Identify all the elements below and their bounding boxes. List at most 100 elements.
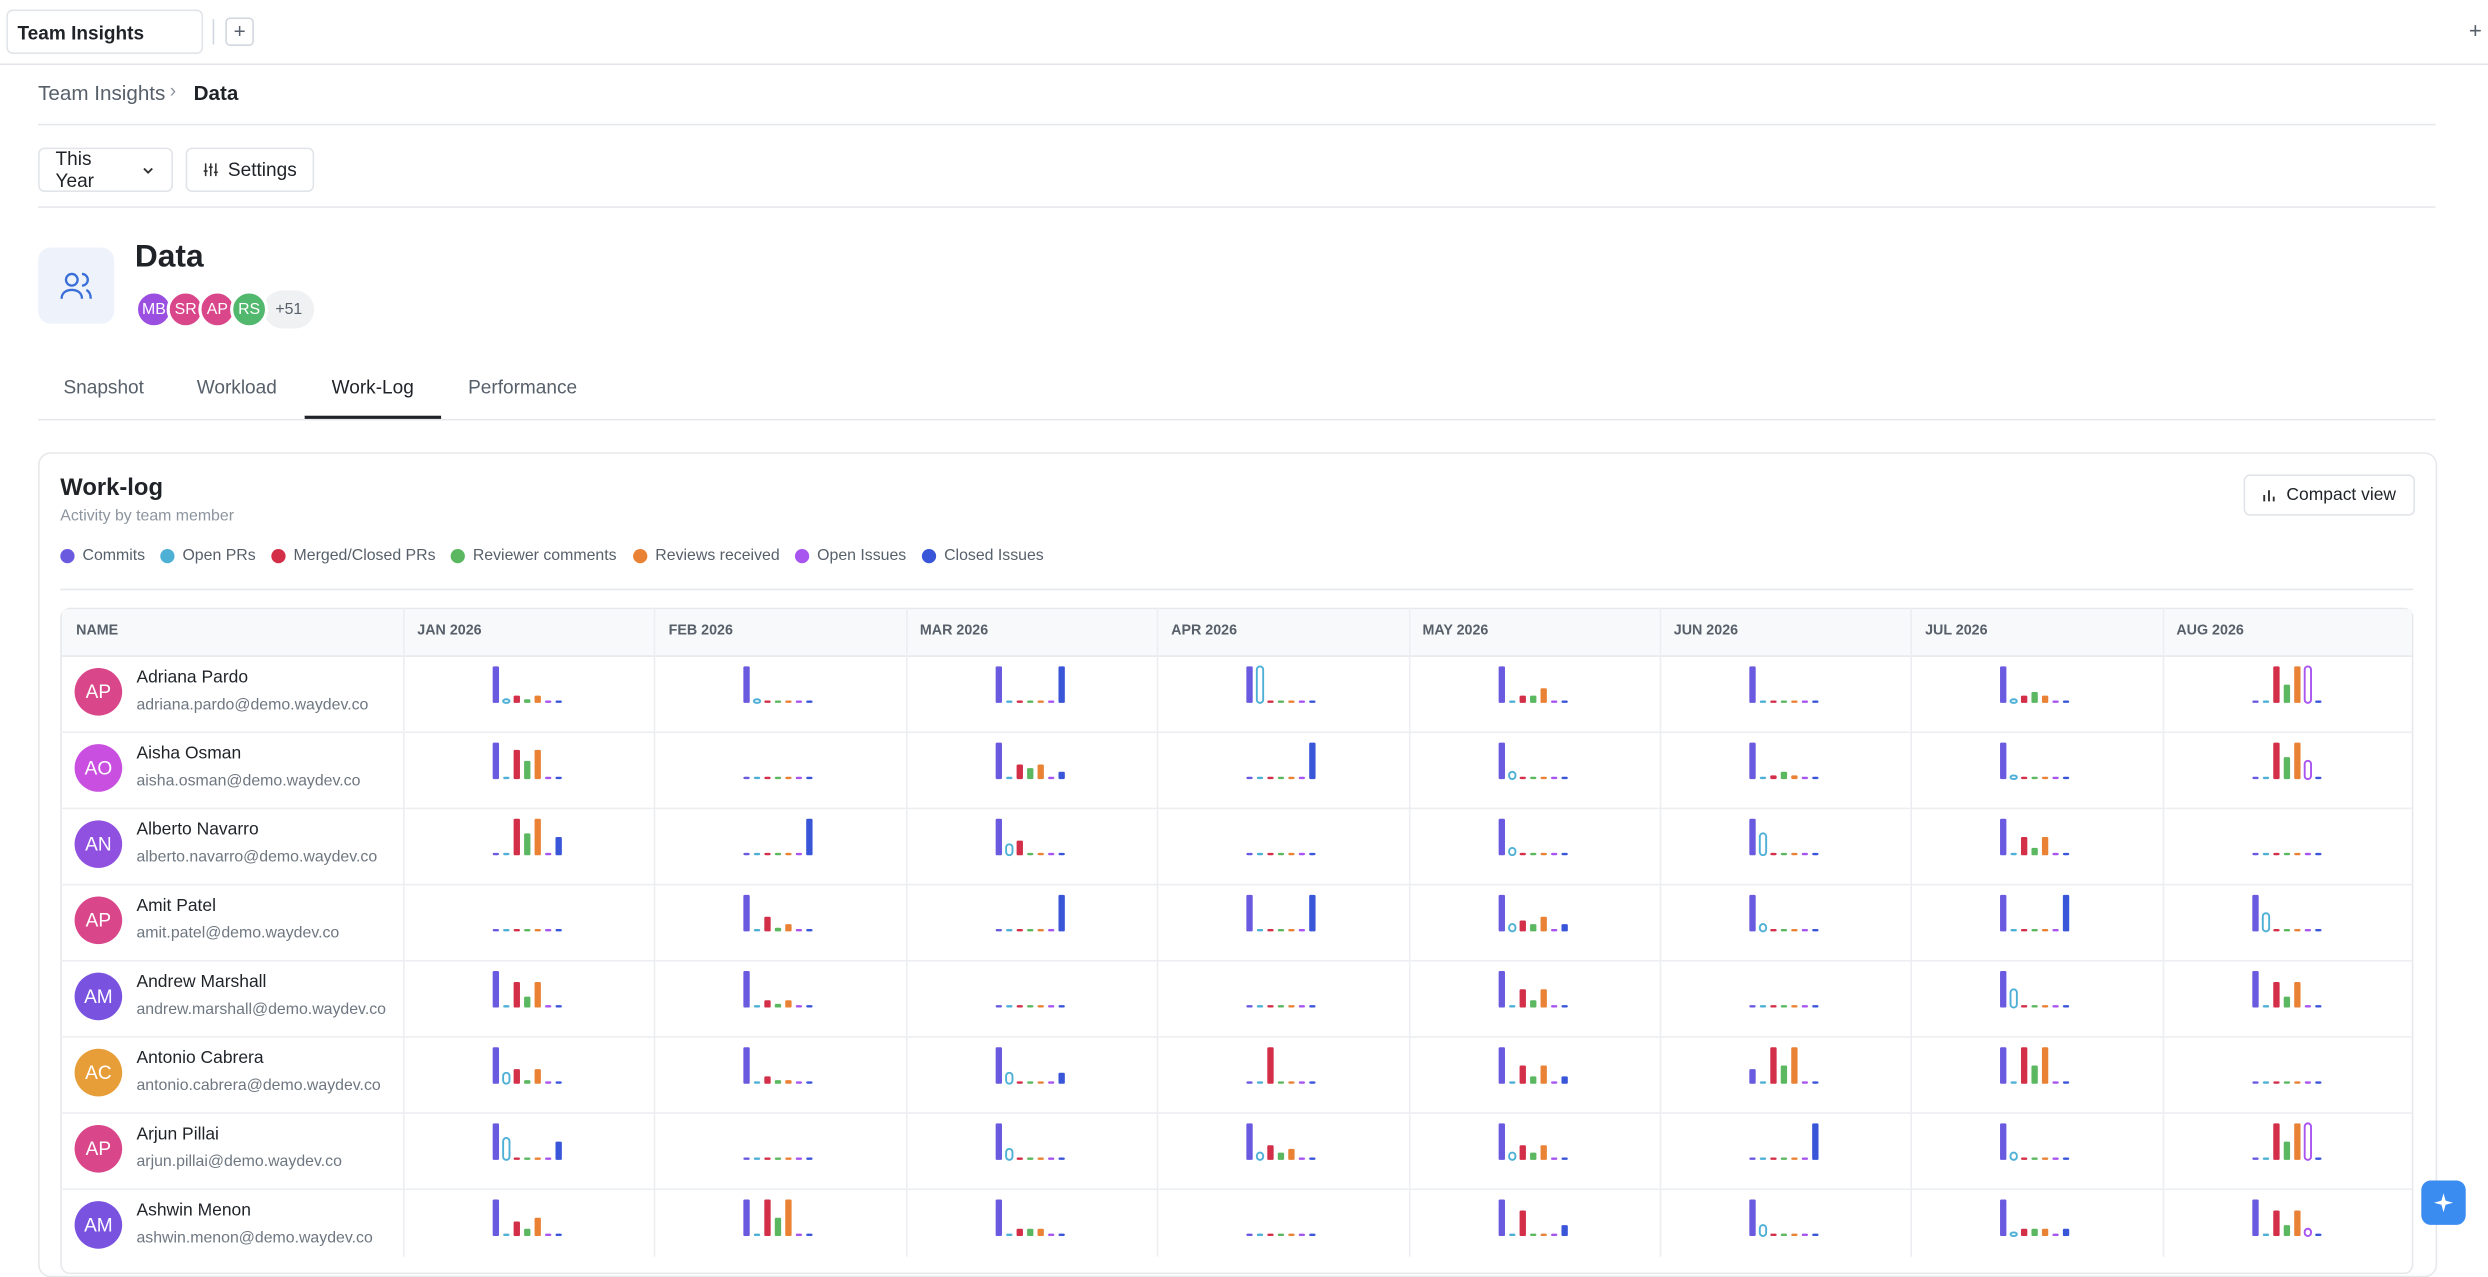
activity-bar[interactable] [2042,1005,2049,1008]
activity-bar[interactable] [796,1081,803,1084]
activity-bar[interactable] [1309,894,1316,932]
activity-bar[interactable] [1508,1081,1515,1084]
activity-bar[interactable] [1811,1081,1819,1084]
activity-bar[interactable] [1550,776,1557,780]
activity-bar[interactable] [2021,1228,2028,1237]
activity-bar[interactable] [513,695,520,703]
activity-bar[interactable] [2283,852,2290,856]
activity-bar[interactable] [2262,1233,2269,1237]
activity-bar[interactable] [2031,691,2039,703]
activity-bar[interactable] [1309,1081,1316,1084]
activity-bar[interactable] [2293,852,2300,856]
activity-bar[interactable] [1529,1076,1536,1084]
activity-bar[interactable] [2272,1210,2280,1237]
activity-bar[interactable] [1770,1047,1777,1084]
activity-bar[interactable] [2293,1081,2300,1084]
activity-bar[interactable] [1811,1123,1819,1160]
activity-bar[interactable] [2314,852,2321,856]
activity-bar[interactable] [2262,1005,2269,1008]
activity-bar[interactable] [545,1233,552,1237]
activity-bar[interactable] [1749,1005,1756,1008]
activity-bar[interactable] [1749,1069,1756,1084]
activity-bar[interactable] [1016,1157,1023,1160]
activity-bar[interactable] [534,749,541,780]
member-avatar[interactable]: AO [74,744,123,792]
activity-bar[interactable] [2251,1081,2259,1084]
activity-bar[interactable] [1004,1147,1014,1161]
activity-bar[interactable] [1037,1157,1044,1160]
activity-bar[interactable] [1016,764,1023,780]
activity-bar[interactable] [1267,1233,1274,1237]
activity-bar[interactable] [2000,666,2007,703]
activity-bar[interactable] [1288,1005,1295,1008]
activity-bar[interactable] [503,776,510,780]
activity-bar[interactable] [1770,700,1777,703]
activity-bar[interactable] [2052,1081,2060,1084]
activity-bar[interactable] [1791,700,1798,703]
activity-bar[interactable] [764,1157,772,1160]
activity-bar[interactable] [1047,1005,1054,1008]
activity-bar[interactable] [743,1199,751,1237]
activity-bar[interactable] [1005,1005,1013,1008]
activity-bar[interactable] [754,929,761,932]
activity-bar[interactable] [492,1047,500,1084]
activity-bar[interactable] [1791,775,1798,780]
activity-bar[interactable] [1529,1233,1536,1237]
activity-bar[interactable] [492,852,500,856]
activity-bar[interactable] [2262,776,2269,780]
activity-bar[interactable] [1518,1065,1526,1084]
activity-bar[interactable] [1749,1199,1756,1237]
activity-bar[interactable] [1246,776,1253,780]
activity-bar[interactable] [785,1199,793,1237]
activity-bar[interactable] [1780,771,1787,780]
activity-bar[interactable] [1518,989,1526,1008]
activity-bar[interactable] [1016,1005,1023,1008]
activity-bar[interactable] [1037,929,1044,932]
activity-bar[interactable] [1037,764,1044,780]
activity-bar[interactable] [2303,1122,2312,1161]
activity-bar[interactable] [502,1071,511,1085]
activity-bar[interactable] [806,929,814,932]
activity-bar[interactable] [1288,929,1295,932]
activity-bar[interactable] [806,818,814,856]
legend-item[interactable]: Closed Issues [921,547,1044,565]
activity-bar[interactable] [806,700,814,703]
activity-bar[interactable] [785,700,793,703]
activity-bar[interactable] [1539,852,1547,856]
activity-bar[interactable] [1277,1005,1285,1008]
activity-bar[interactable] [2009,698,2019,704]
activity-bar[interactable] [2283,996,2290,1008]
activity-bar[interactable] [754,1233,761,1237]
activity-bar[interactable] [1026,768,1034,780]
activity-bar[interactable] [1791,1157,1798,1160]
activity-bar[interactable] [2293,742,2300,780]
activity-bar[interactable] [2000,971,2007,1008]
activity-bar[interactable] [503,929,510,932]
activity-bar[interactable] [1298,700,1306,703]
activity-bar[interactable] [806,1233,814,1237]
activity-bar[interactable] [1749,818,1756,856]
activity-bar[interactable] [1560,1076,1568,1084]
activity-bar[interactable] [1529,695,1536,703]
activity-bar[interactable] [2010,852,2018,856]
activity-bar[interactable] [1770,1233,1777,1237]
activity-bar[interactable] [1005,700,1013,703]
activity-bar[interactable] [1780,929,1787,932]
activity-bar[interactable] [1749,894,1756,932]
activity-bar[interactable] [1758,1224,1767,1237]
activity-bar[interactable] [555,836,562,856]
activity-bar[interactable] [1277,1152,1285,1160]
activity-bar[interactable] [2031,1065,2039,1084]
activity-bar[interactable] [2272,929,2280,932]
activity-bar[interactable] [492,971,500,1008]
activity-bar[interactable] [2063,1005,2070,1008]
activity-bar[interactable] [534,982,541,1008]
activity-bar[interactable] [1005,929,1013,932]
activity-bar[interactable] [1288,1081,1295,1084]
activity-bar[interactable] [775,700,782,703]
activity-bar[interactable] [1550,852,1557,856]
activity-bar[interactable] [2052,1157,2060,1160]
activity-bar[interactable] [1256,1151,1265,1161]
activity-bar[interactable] [1277,1233,1285,1237]
activity-bar[interactable] [1749,666,1756,703]
